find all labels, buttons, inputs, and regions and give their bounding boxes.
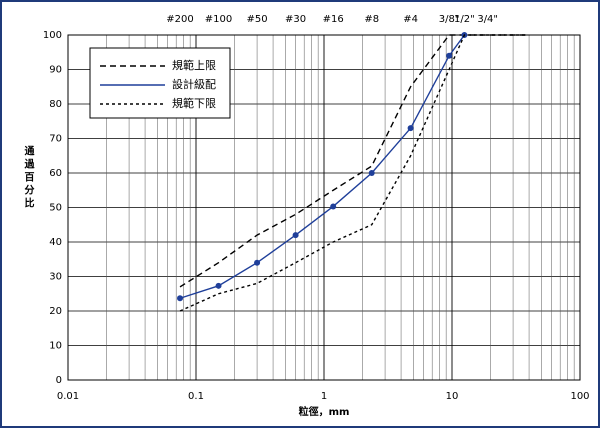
legend-label: 設計級配 [172,77,216,91]
sieve-label: #100 [205,14,232,25]
data-point [177,295,184,302]
y-tick-label: 100 [43,30,62,41]
legend-label: 規範上限 [172,58,216,72]
x-tick-label: 0.1 [188,391,204,402]
data-point [254,259,261,266]
series-line [179,34,526,288]
y-tick-label: 30 [49,272,62,283]
y-tick-label: 20 [49,306,62,317]
x-tick-label: 10 [446,391,459,402]
sieve-label: #50 [247,14,268,25]
y-tick-label: 90 [49,65,62,76]
data-point [368,170,375,176]
y-tick-label: 80 [49,99,62,110]
data-point [407,125,414,132]
legend-label: 規範下限 [172,96,216,110]
x-tick-label: 1 [321,391,327,402]
data-point [330,203,337,210]
x-tick-label: 100 [570,391,589,402]
sieve-label: #30 [285,14,306,25]
data-point [446,52,453,59]
y-tick-label: 60 [49,168,62,179]
legend-box [89,47,231,119]
sieve-label: #16 [323,14,344,25]
data-point [215,282,222,289]
sieve-label: 3/4" [477,14,498,25]
sieve-label: 3/8" [439,14,460,25]
y-tick-label: 0 [56,375,62,386]
sieve-label: #4 [403,14,418,25]
plot-border [67,34,581,381]
y-axis-label: 通過百分比 [22,145,35,210]
sieve-label: #200 [166,14,193,25]
y-tick-label: 50 [49,203,62,214]
series-line [179,34,526,312]
data-point [292,232,299,239]
x-axis-label: 粒徑，mm [299,405,350,418]
sieve-label: 1/2" [454,14,475,25]
y-tick-label: 10 [49,341,62,352]
sieve-label: #8 [364,14,379,25]
x-tick-label: 0.01 [57,391,79,402]
y-tick-label: 40 [49,237,62,248]
y-tick-label: 70 [49,134,62,145]
